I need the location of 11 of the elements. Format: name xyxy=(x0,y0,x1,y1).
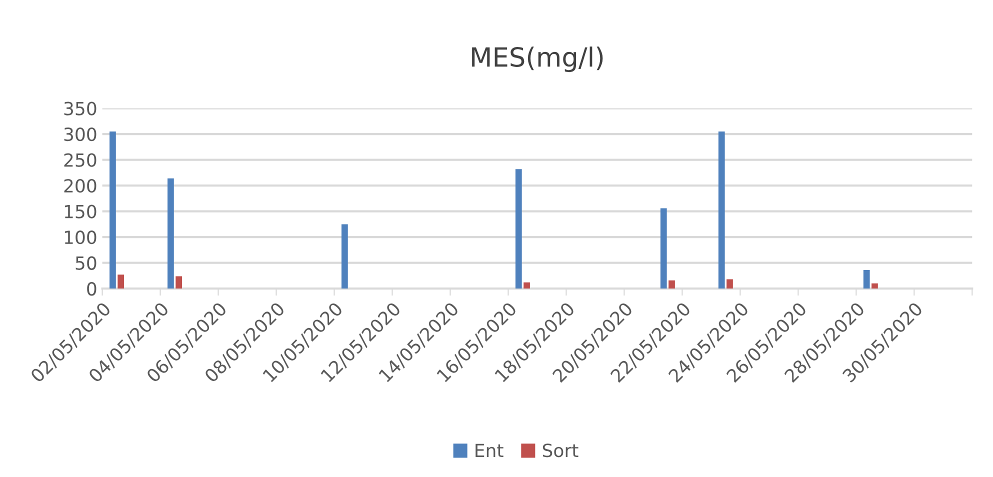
y-tick-label: 150 xyxy=(64,204,96,218)
legend-label: Ent xyxy=(476,444,504,457)
y-tick-label: 250 xyxy=(64,153,96,167)
y-tick-label: 300 xyxy=(64,127,96,142)
y-tick-label: 350 xyxy=(64,102,96,116)
legend-label: Sort xyxy=(542,444,578,458)
y-tick-label: 0 xyxy=(87,282,96,296)
chart-title: MES(mg/l) xyxy=(472,46,603,72)
y-tick-label: 200 xyxy=(64,179,96,193)
y-tick-label: 50 xyxy=(76,256,96,270)
y-tick-label: 100 xyxy=(64,230,96,244)
